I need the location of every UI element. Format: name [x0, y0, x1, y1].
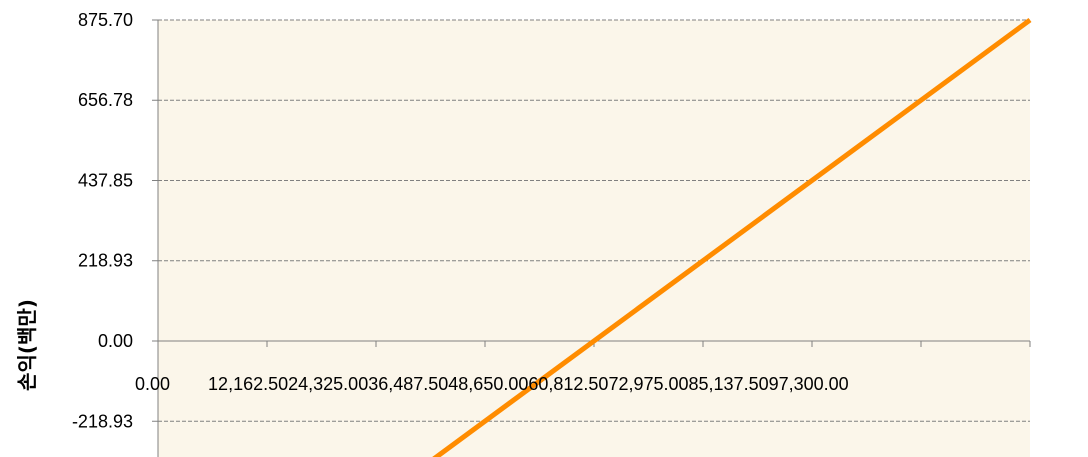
y-tick-label-4: 0.00 [98, 331, 133, 351]
y-axis-title: 손익(백만) [15, 299, 39, 391]
x-tick-label-5: 60,812.50 [528, 374, 608, 394]
series-layer [432, 17, 1032, 457]
x-tick-label-1: 12,162.50 [208, 374, 288, 394]
x-tick-label-7: 85,137.50 [689, 374, 769, 394]
plot-area-background [158, 20, 1030, 457]
y-tick-label-2: 437.85 [78, 171, 133, 191]
x-tick-labels: 0.00 12,162.5024,325.0036,487.5048,650.00… [135, 374, 849, 394]
x-tick-labels-row: 0.00 12,162.5024,325.0036,487.5048,650.00… [135, 374, 849, 394]
x-tick-label-8: 97,300.00 [769, 374, 849, 394]
y-tick-label-1: 656.78 [78, 90, 133, 110]
y-tick-label-5: -218.93 [72, 411, 133, 431]
y-tick-label-0: 875.70 [78, 10, 133, 30]
y-tick-label-3: 218.93 [78, 251, 133, 271]
series-line-0 [432, 17, 1032, 457]
x-tick-label-0: 0.00 [135, 374, 170, 394]
y-tick-labels: 875.70 656.78 437.85 218.93 0.00 -218.93 [72, 10, 133, 431]
gridlines [158, 19, 1030, 422]
x-tick-label-4: 48,650.00 [448, 374, 528, 394]
x-tick-label-3: 36,487.50 [368, 374, 448, 394]
x-tick-label-6: 72,975.00 [608, 374, 688, 394]
x-tick-label-2: 24,325.00 [288, 374, 368, 394]
